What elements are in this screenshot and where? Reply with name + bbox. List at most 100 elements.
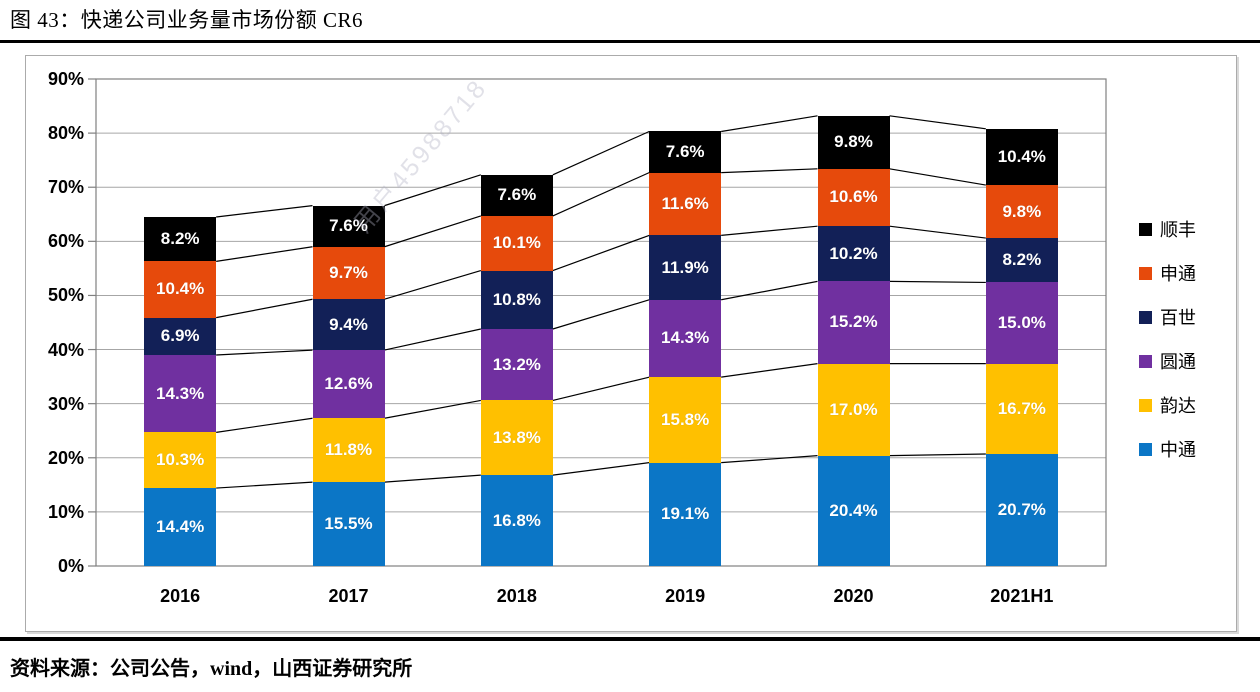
legend-label: 圆通	[1160, 352, 1196, 372]
bar-segment-label: 6.9%	[160, 326, 200, 346]
figure-title: 图 43：快递公司业务量市场份额 CR6	[10, 8, 364, 32]
connector-line	[216, 246, 313, 262]
legend-label: 百世	[1160, 308, 1196, 328]
bar-segment-label: 9.8%	[834, 132, 873, 152]
y-axis-label: 70%	[47, 177, 84, 198]
bar-segment-label: 7.6%	[665, 142, 705, 162]
connector-line	[552, 172, 650, 217]
bottom-divider-rule	[0, 637, 1260, 641]
connector-line	[216, 481, 313, 489]
x-axis-label: 2020	[833, 586, 874, 606]
bar-segment-label: 15.5%	[324, 514, 373, 534]
legend-swatch-icon	[1139, 398, 1152, 412]
bar-segment-label: 20.7%	[997, 499, 1046, 519]
connector-line	[216, 417, 313, 433]
top-divider-rule	[0, 40, 1260, 43]
bar-segment: 14.4%	[144, 488, 217, 566]
bar-segment-label: 11.6%	[661, 193, 709, 213]
bar-segment: 9.4%	[312, 299, 385, 351]
y-axis-label: 90%	[47, 69, 84, 89]
legend-swatch-icon	[1139, 354, 1152, 368]
bar-segment: 10.6%	[817, 168, 890, 227]
bar-segment: 8.2%	[985, 238, 1058, 283]
legend: 顺丰申通百世圆通韵达中通	[1139, 207, 1196, 471]
bar-segment-label: 17.0%	[829, 399, 878, 419]
bar-segment-label: 13.2%	[492, 354, 541, 374]
y-axis-label: 40%	[47, 339, 84, 360]
connector-line	[552, 462, 650, 476]
connector-line	[552, 130, 650, 176]
y-axis-label: 30%	[47, 393, 84, 414]
connector-line	[552, 234, 650, 272]
connector-line	[889, 115, 986, 130]
bar-segment: 7.6%	[312, 205, 385, 247]
connector-line	[721, 363, 818, 378]
connector-line	[889, 225, 986, 239]
bar-segment: 17.0%	[817, 363, 890, 456]
y-axis-label: 80%	[47, 123, 84, 144]
bar-segment-label: 9.4%	[329, 314, 368, 334]
connector-line	[552, 376, 650, 402]
plot-lines-svg	[88, 78, 1107, 567]
bar-segment-label: 7.6%	[329, 216, 368, 236]
bar-segment: 15.8%	[649, 377, 722, 463]
legend-swatch-icon	[1139, 310, 1152, 324]
bar-segment-label: 14.3%	[156, 383, 205, 403]
legend-label: 顺丰	[1160, 220, 1196, 240]
bar-segment: 9.8%	[985, 185, 1058, 239]
legend-item: 韵达	[1139, 383, 1196, 427]
connector-line	[384, 328, 481, 351]
connector-line	[384, 399, 481, 419]
bar-segment-label: 8.2%	[160, 229, 200, 249]
bar-segment: 10.4%	[144, 261, 217, 318]
bar-segment: 20.4%	[817, 455, 890, 566]
x-axis-label: 2021H1	[990, 586, 1054, 606]
connector-line	[889, 168, 986, 186]
bar-segment: 10.8%	[480, 270, 553, 329]
x-axis-label: 2017	[328, 586, 369, 606]
connector-line	[384, 215, 482, 248]
x-axis-label: 2019	[665, 586, 706, 606]
bar-segment: 10.3%	[144, 432, 217, 489]
bar-segment: 15.0%	[985, 282, 1058, 364]
bar-segment: 15.2%	[817, 281, 890, 364]
legend-label: 中通	[1160, 440, 1196, 460]
bar-segment-label: 7.6%	[497, 185, 537, 205]
bar-segment-label: 16.7%	[997, 398, 1046, 418]
bar-segment: 14.3%	[649, 299, 722, 378]
bar-segment-label: 10.8%	[492, 289, 541, 309]
bar-segment-label: 14.3%	[661, 328, 710, 348]
bar-segment: 11.6%	[649, 172, 722, 236]
legend-item: 中通	[1139, 427, 1196, 471]
bar-segment: 15.5%	[312, 482, 385, 566]
connector-line	[384, 474, 481, 483]
connector-line	[721, 455, 818, 464]
bar-segment-label: 10.3%	[156, 450, 205, 470]
bar-segment-label: 11.8%	[324, 440, 373, 460]
bar-segment: 20.7%	[985, 453, 1058, 566]
x-axis-label: 2016	[160, 586, 201, 606]
y-axis-label: 60%	[47, 231, 84, 252]
bar-segment-label: 16.8%	[492, 510, 541, 530]
legend-swatch-icon	[1139, 266, 1152, 280]
connector-line	[889, 280, 986, 284]
bar-segment-label: 19.1%	[661, 504, 710, 524]
bar-segment-label: 15.2%	[829, 312, 878, 332]
bar-segment-label: 15.8%	[661, 409, 710, 429]
bar-segment: 11.8%	[312, 418, 385, 483]
connector-line	[889, 453, 986, 457]
chart-area: 用户45988718 0% 10% 20% 30% 40% 50% 60% 70% 80% 90%…	[25, 55, 1237, 632]
legend-item: 顺丰	[1139, 207, 1196, 251]
y-axis-label: 20%	[47, 447, 84, 468]
connector-line	[721, 115, 818, 133]
bar-segment-label: 9.8%	[1002, 201, 1042, 221]
bar-segment-label: 10.4%	[156, 279, 205, 299]
bar-segment-label: 13.8%	[492, 427, 541, 447]
connector-line	[216, 349, 313, 356]
y-axis-label: 10%	[47, 501, 84, 522]
connector-line	[721, 280, 818, 301]
connector-line	[384, 174, 482, 207]
connector-line	[216, 205, 313, 218]
legend-item: 申通	[1139, 251, 1196, 295]
bar-segment: 10.4%	[985, 128, 1058, 186]
